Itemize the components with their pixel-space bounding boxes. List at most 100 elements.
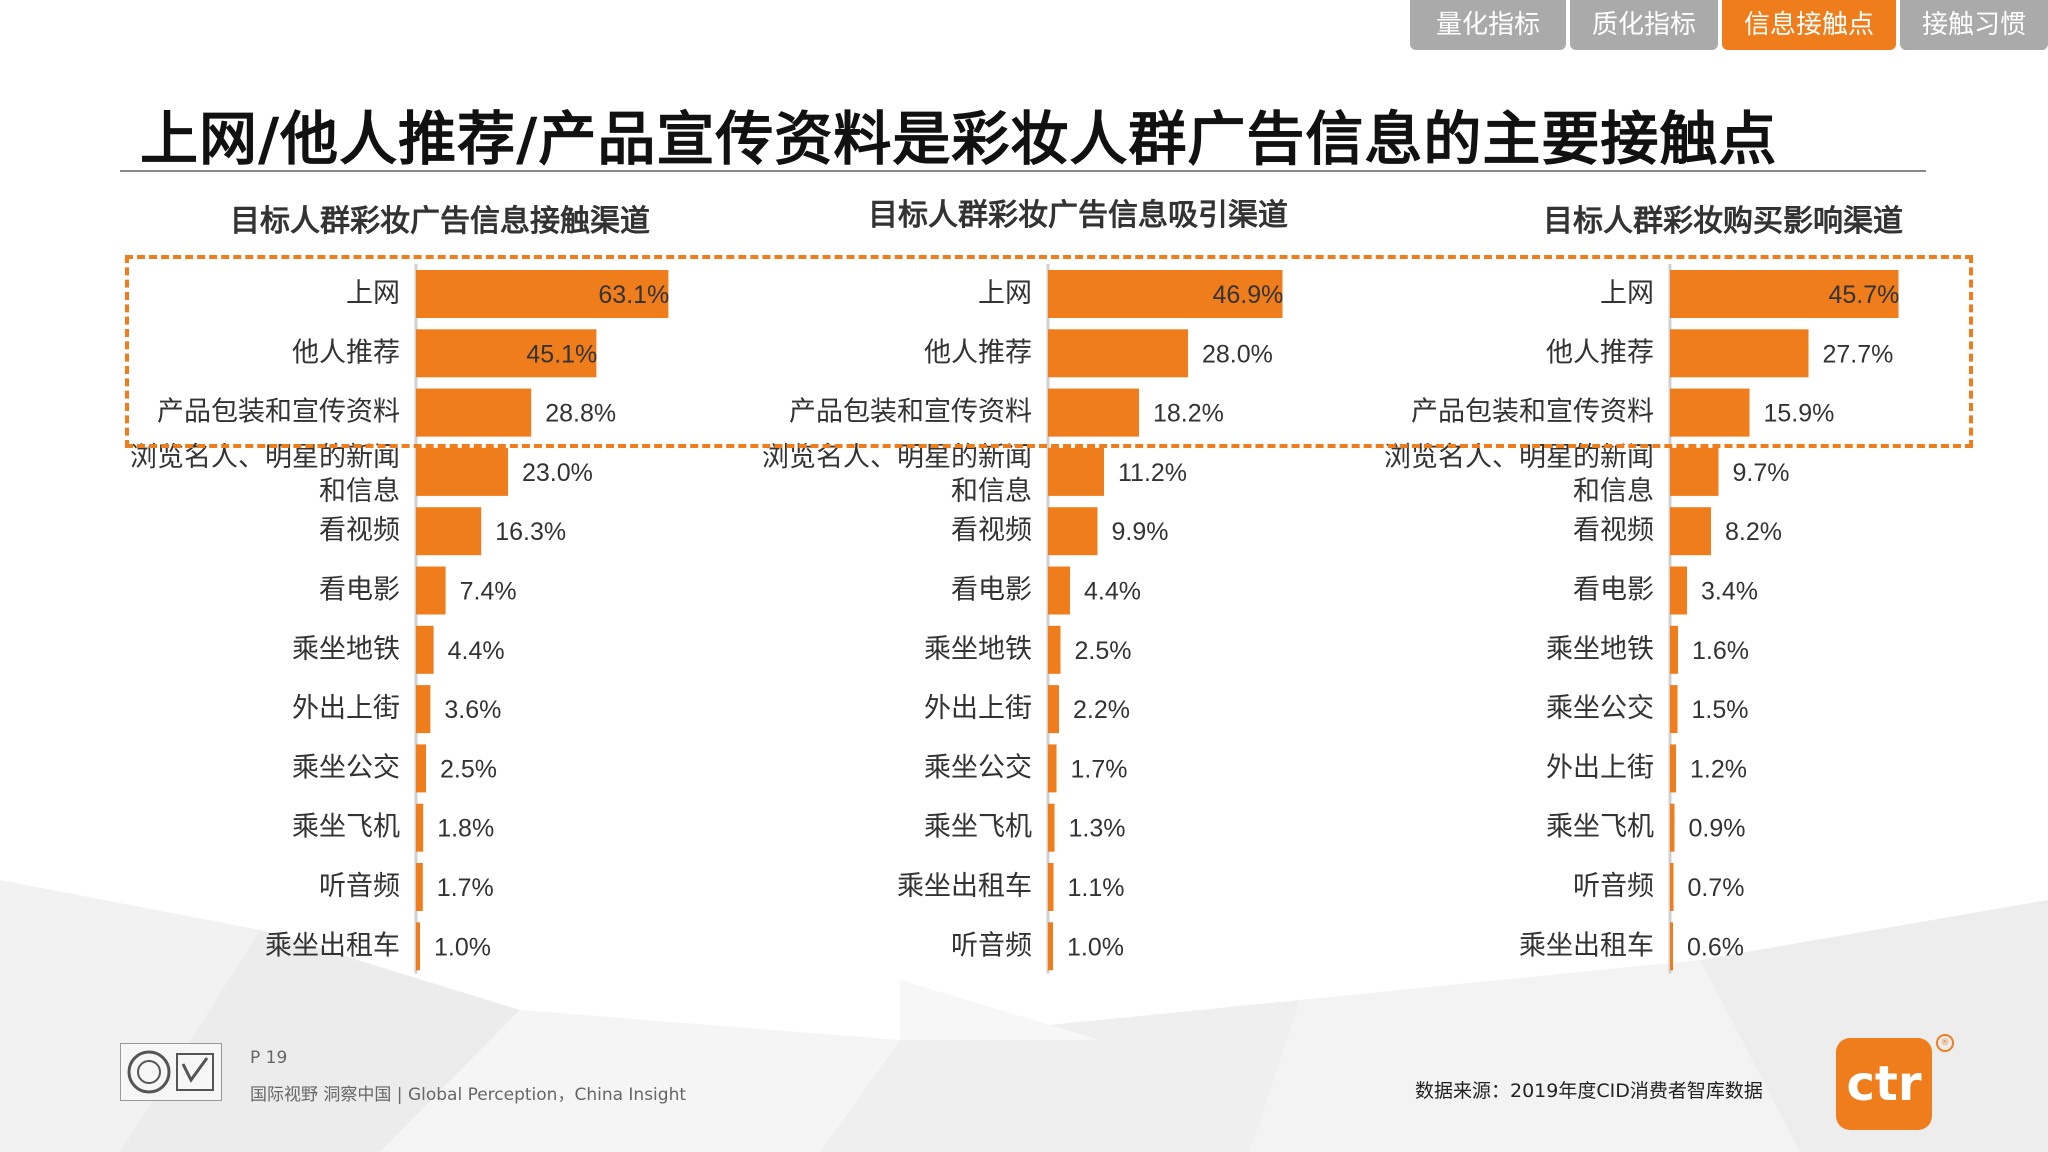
chart-3-bar bbox=[1670, 744, 1676, 793]
chart-2-category-label: 乘坐出租车 bbox=[897, 871, 1032, 902]
chart-3-bar bbox=[1670, 566, 1687, 615]
chart-1-data-label: 1.8% bbox=[437, 815, 494, 843]
chart-2-data-label: 18.2% bbox=[1153, 400, 1224, 428]
chart-2-bar bbox=[1048, 863, 1054, 911]
chart-2-category-label: 乘坐公交 bbox=[924, 752, 1032, 783]
chart-2-data-label: 28.0% bbox=[1202, 340, 1273, 368]
chart-3-bar bbox=[1670, 507, 1711, 556]
chart-2-data-label: 2.2% bbox=[1073, 696, 1130, 724]
chart-2-category-label: 上网 bbox=[978, 278, 1032, 309]
chart-2-data-label: 4.4% bbox=[1084, 578, 1141, 606]
tab-quantitative[interactable]: 量化指标 bbox=[1409, 0, 1566, 50]
chart-1-category-label: 浏览名人、明星的新闻 bbox=[130, 442, 400, 473]
chart-3-bar bbox=[1670, 625, 1678, 674]
chart-1-category-label: 产品包装和宣传资料 bbox=[157, 397, 400, 428]
chart-3-data-label: 1.6% bbox=[1692, 637, 1749, 665]
chart-2-data-label: 9.9% bbox=[1112, 518, 1169, 546]
chart-1-data-label: 63.1% bbox=[598, 281, 669, 309]
chart-2-category-label: 他人推荐 bbox=[924, 337, 1032, 368]
chart-2-category-label: 看电影 bbox=[951, 575, 1032, 606]
chart-1-category-label: 看电影 bbox=[319, 575, 400, 606]
chart-3-category-label: 和信息 bbox=[1573, 476, 1654, 507]
chart-2-data-label: 1.3% bbox=[1069, 815, 1126, 843]
chart-3-category-label: 他人推荐 bbox=[1546, 337, 1654, 368]
chart-2-category-label: 和信息 bbox=[951, 476, 1032, 507]
chart-1-bar bbox=[416, 388, 532, 437]
chart-3-title: 目标人群彩妆购买影响渠道 bbox=[1543, 204, 1903, 239]
chart-3-bar bbox=[1670, 922, 1673, 971]
chart-1-bar bbox=[416, 744, 426, 793]
chart-2-bar bbox=[1048, 922, 1053, 971]
chart-1-category-label: 他人推荐 bbox=[292, 337, 400, 368]
chart-1-bar bbox=[416, 685, 431, 734]
chart-1-bar bbox=[416, 922, 420, 971]
chart-3-category-label: 看电影 bbox=[1573, 575, 1654, 606]
chart-2-bar bbox=[1048, 566, 1070, 615]
nav-tabs: 量化指标 质化指标 信息接触点 接触习惯 bbox=[1409, 0, 2048, 50]
chart-1-category-label: 上网 bbox=[346, 278, 400, 309]
chart-1-category-label: 看视频 bbox=[319, 515, 400, 546]
chart-1-category-label: 外出上街 bbox=[292, 693, 400, 724]
page-number: P 19 bbox=[250, 1048, 288, 1068]
registered-icon: ® bbox=[1936, 1034, 1954, 1052]
tab-qualitative[interactable]: 质化指标 bbox=[1569, 0, 1718, 50]
chart-1-data-label: 1.7% bbox=[437, 874, 494, 902]
chart-1-category-label: 乘坐地铁 bbox=[292, 634, 400, 665]
chart-2-category-label: 乘坐地铁 bbox=[924, 634, 1032, 665]
chart-1-data-label: 3.6% bbox=[444, 696, 501, 724]
chart-3-category-label: 乘坐公交 bbox=[1546, 693, 1654, 724]
chart-2-data-label: 1.1% bbox=[1068, 874, 1125, 902]
chart-3-data-label: 8.2% bbox=[1725, 518, 1782, 546]
chart-2-data-label: 11.2% bbox=[1118, 459, 1187, 487]
tab-habits[interactable]: 接触习惯 bbox=[1899, 0, 2048, 50]
chart-2-category-label: 产品包装和宣传资料 bbox=[789, 397, 1032, 428]
title-divider bbox=[120, 170, 1926, 172]
chart-3-bar bbox=[1670, 685, 1678, 734]
chart-3-bar bbox=[1670, 863, 1674, 911]
chart-3-category-label: 乘坐地铁 bbox=[1546, 634, 1654, 665]
chart-3-data-label: 9.7% bbox=[1733, 459, 1790, 487]
chart-2-bar bbox=[1048, 685, 1059, 734]
certification-logo bbox=[120, 1043, 222, 1101]
chart-2-category-label: 听音频 bbox=[951, 930, 1032, 961]
chart-2-data-label: 2.5% bbox=[1075, 637, 1132, 665]
chart-3-bar bbox=[1670, 447, 1719, 496]
chart-2-category-label: 乘坐飞机 bbox=[924, 812, 1032, 843]
chart-2-category-label: 看视频 bbox=[951, 515, 1032, 546]
chart-3-bar bbox=[1670, 388, 1750, 437]
chart-1-data-label: 1.0% bbox=[434, 933, 491, 961]
chart-3-category-label: 上网 bbox=[1600, 278, 1654, 309]
chart-2-bar bbox=[1048, 625, 1061, 674]
chart-3-data-label: 1.5% bbox=[1692, 696, 1749, 724]
chart-1-category-label: 听音频 bbox=[319, 871, 400, 902]
chart-1-bar bbox=[416, 270, 669, 318]
chart-3-category-label: 浏览名人、明星的新闻 bbox=[1384, 442, 1654, 473]
chart-1-data-label: 16.3% bbox=[495, 518, 566, 546]
chart-1-category-label: 和信息 bbox=[319, 476, 400, 507]
chart-3-data-label: 0.6% bbox=[1687, 933, 1744, 961]
chart-2-data-label: 1.0% bbox=[1067, 933, 1124, 961]
tab-touchpoints[interactable]: 信息接触点 bbox=[1721, 0, 1896, 50]
chart-3-data-label: 27.7% bbox=[1823, 340, 1894, 368]
chart-1-bar bbox=[416, 566, 446, 615]
chart-1-bar bbox=[416, 625, 434, 674]
page-title: 上网/他人推荐/产品宣传资料是彩妆人群广告信息的主要接触点 bbox=[140, 105, 1778, 173]
chart-1-bar bbox=[416, 329, 597, 378]
chart-1-bar bbox=[416, 447, 508, 496]
chart-2-bar bbox=[1048, 388, 1139, 437]
chart-2-category-label: 浏览名人、明星的新闻 bbox=[762, 442, 1032, 473]
footer-tagline: 国际视野 洞察中国 | Global Perception，China Insi… bbox=[250, 1085, 687, 1105]
data-source: 数据来源：2019年度CID消费者智库数据 bbox=[1415, 1080, 1763, 1102]
chart-1-category-label: 乘坐飞机 bbox=[292, 812, 400, 843]
chart-2-title: 目标人群彩妆广告信息吸引渠道 bbox=[868, 198, 1288, 233]
chart-2-bar bbox=[1048, 507, 1098, 556]
chart-2-bar bbox=[1048, 447, 1104, 496]
chart-3-category-label: 产品包装和宣传资料 bbox=[1411, 397, 1654, 428]
chart-2-bar bbox=[1048, 744, 1057, 793]
chart-1-bar bbox=[416, 803, 424, 852]
chart-3-category-label: 乘坐飞机 bbox=[1546, 812, 1654, 843]
chart-3-bar bbox=[1670, 803, 1675, 852]
chart-2-data-label: 1.7% bbox=[1071, 755, 1128, 783]
chart-3-category-label: 听音频 bbox=[1573, 871, 1654, 902]
